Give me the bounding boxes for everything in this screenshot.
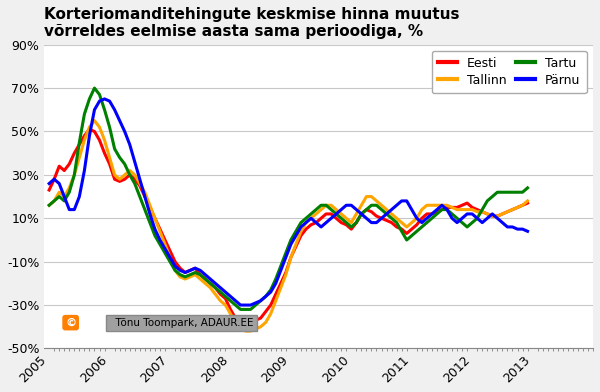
Text: ©: © — [65, 318, 76, 328]
Legend: Eesti, Tallinn, Tartu, Pärnu: Eesti, Tallinn, Tartu, Pärnu — [432, 51, 587, 93]
Text: Korteriomanditehingute keskmise hinna muutus
võrreldes eelmise aasta sama perioo: Korteriomanditehingute keskmise hinna mu… — [44, 7, 460, 39]
Text: Tõnu Toompark, ADAUR.EE: Tõnu Toompark, ADAUR.EE — [109, 318, 254, 328]
